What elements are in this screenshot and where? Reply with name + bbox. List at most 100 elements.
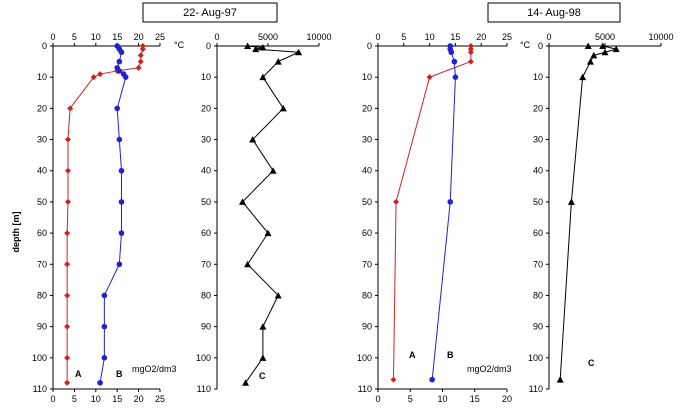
x-tick-label-bottom: 20: [502, 394, 512, 404]
y-tick-label: 110: [33, 384, 47, 394]
y-tick-label: 100: [528, 353, 543, 363]
data-point-a: [139, 46, 146, 53]
data-point-c: [264, 229, 272, 237]
data-point-c: [259, 44, 267, 51]
y-tick-label: 90: [37, 322, 47, 332]
data-point-b: [97, 379, 103, 386]
x-tick-label-top: 20: [476, 32, 486, 42]
y-tick-label: 10: [533, 72, 543, 82]
series-line-a: [392, 46, 472, 380]
data-point-a: [393, 198, 400, 205]
data-point-c: [252, 45, 260, 53]
data-point-a: [64, 292, 71, 299]
data-point-b: [429, 376, 435, 383]
x-tick-label-top: 10000: [648, 32, 673, 42]
data-point-b: [101, 292, 108, 299]
data-point-a: [64, 379, 71, 386]
y-tick-label: 20: [362, 103, 372, 113]
y-tick-label: 100: [196, 353, 211, 363]
data-point-c: [274, 291, 282, 299]
data-point-a: [135, 64, 142, 71]
series-label-b-2: B: [447, 350, 454, 360]
data-point-a: [64, 230, 71, 237]
y-tick-label: 20: [201, 103, 211, 113]
data-point-b: [116, 68, 123, 74]
data-point-a: [467, 46, 474, 53]
series-line-c: [241, 45, 299, 384]
x-tick-label-top: 25: [502, 32, 512, 42]
data-point-c: [579, 73, 587, 81]
x-tick-label-top: 0: [50, 32, 55, 42]
y-tick-label: 10: [201, 72, 211, 82]
data-point-c: [567, 198, 575, 205]
y-tick-label: 30: [362, 135, 372, 145]
y-tick-label: 70: [201, 259, 211, 269]
x-tick-label-bottom: 5: [408, 394, 413, 404]
series-label-c-2: C: [588, 358, 595, 368]
y-tick-label: 70: [362, 259, 372, 269]
data-point-c: [295, 48, 303, 56]
data-point-c: [556, 376, 564, 383]
y-tick-label: 50: [533, 197, 543, 207]
data-point-b: [116, 261, 123, 268]
y-tick-label: 0: [42, 41, 47, 51]
data-point-b: [118, 199, 125, 205]
data-point-a: [467, 58, 474, 65]
y-tick-label: 0: [367, 41, 372, 51]
y-tick-label: 50: [201, 197, 211, 207]
x-tick-label-bottom: 15: [112, 394, 122, 404]
data-point-c: [612, 45, 620, 53]
x-tick-label-top: 5000: [258, 32, 278, 42]
series-label-b-1: B: [116, 369, 123, 379]
data-point-b: [118, 49, 125, 56]
data-point-a: [137, 52, 144, 59]
series-label-a-2: A: [409, 350, 416, 360]
x-tick-label-bottom: 15: [470, 394, 480, 404]
y-tick-label: 60: [37, 228, 47, 238]
y-tick-label: 80: [201, 290, 211, 300]
data-point-a: [139, 43, 146, 49]
data-point-c: [259, 354, 267, 361]
temp-unit-label-2: °C: [520, 40, 531, 50]
y-tick-label: 40: [362, 166, 372, 176]
data-point-c: [279, 104, 287, 112]
data-point-a: [137, 58, 144, 65]
x-tick-label-top: 25: [155, 32, 165, 42]
y-tick-label: 20: [533, 103, 543, 113]
x-tick-label-bottom: 0: [375, 394, 380, 404]
data-point-b: [118, 167, 125, 174]
data-point-b: [451, 58, 458, 65]
y-tick-label: 80: [533, 290, 543, 300]
data-point-a: [64, 323, 71, 330]
y-tick-label: 50: [37, 197, 47, 207]
x-tick-label-top: 5: [72, 32, 77, 42]
oxygen-unit-label-2: mgO2/dm3: [467, 364, 512, 374]
data-point-a: [64, 261, 71, 268]
y-tick-label: 90: [362, 322, 372, 332]
data-point-b: [116, 136, 123, 143]
temp-unit-label-1: °C: [174, 40, 185, 50]
data-point-a: [64, 167, 71, 174]
data-point-b: [452, 74, 459, 80]
data-point-c: [584, 42, 592, 49]
data-point-a: [97, 71, 104, 78]
x-tick-label-top: 10: [425, 32, 435, 42]
y-tick-label: 0: [206, 41, 211, 51]
y-tick-label: 40: [37, 166, 47, 176]
y-tick-label: 0: [538, 41, 543, 51]
data-point-a: [90, 74, 97, 81]
data-point-a: [467, 49, 474, 56]
x-tick-label-top: 20: [134, 32, 144, 42]
y-tick-label: 10: [37, 72, 47, 82]
x-tick-label-top: 10000: [306, 32, 331, 42]
data-point-c: [586, 58, 594, 65]
y-tick-label: 80: [37, 290, 47, 300]
chart-panel-4: 0 10 20 30 40 50 60 70 80 90 100 110 0 5000 10000: [528, 32, 674, 394]
data-point-a: [467, 43, 474, 49]
chart-panel-2: 0 10 20 30 40 50 60 70 80 90 100 110 0 5000 10000: [196, 32, 332, 394]
data-point-c: [242, 379, 250, 386]
series-line-c: [559, 45, 617, 380]
data-point-c: [269, 167, 277, 174]
data-point-b: [101, 323, 108, 330]
